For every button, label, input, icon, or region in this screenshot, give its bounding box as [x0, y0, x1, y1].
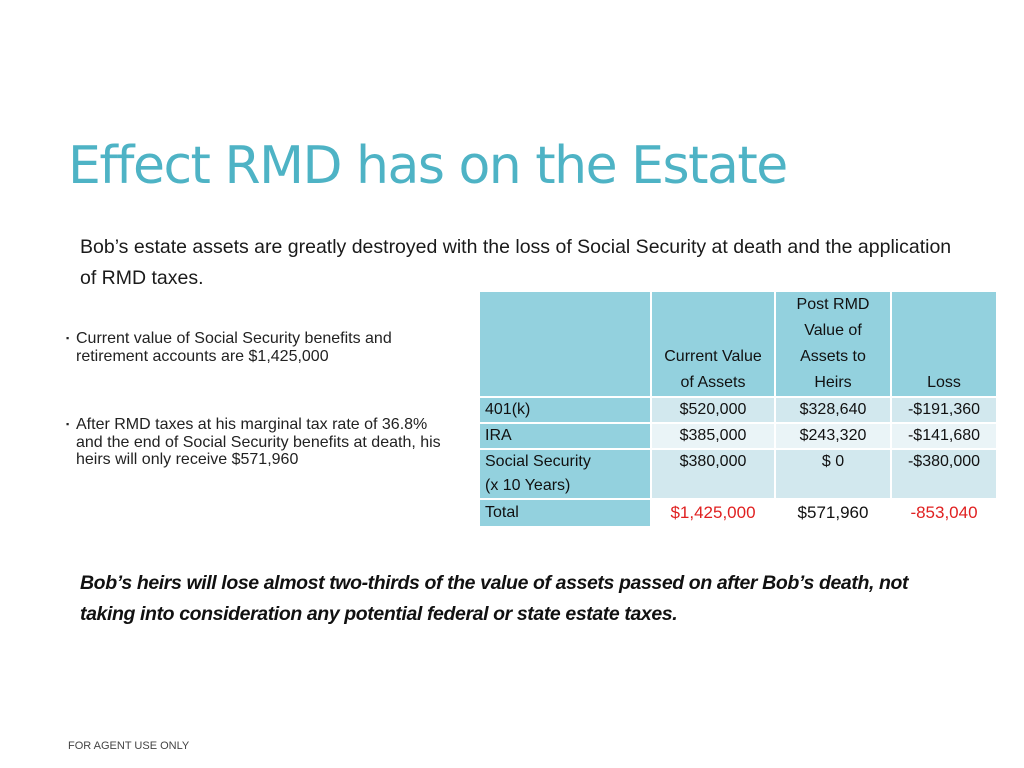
table-header-row: Current Value of Assets Post RMD Value o… — [478, 290, 998, 398]
cell-current-value: $385,000 — [650, 422, 776, 450]
cell-current-value-total: $1,425,000 — [650, 498, 776, 528]
cell-post-rmd-value: $243,320 — [774, 422, 892, 450]
table-row: IRA $385,000 $243,320 -$141,680 — [478, 422, 998, 450]
estate-table: Current Value of Assets Post RMD Value o… — [478, 290, 998, 528]
bullet-item: ▪ After RMD taxes at his marginal tax ra… — [66, 416, 446, 469]
header-post-rmd-value: Post RMD Value of Assets to Heirs — [774, 290, 892, 398]
cell-current-value: $520,000 — [650, 396, 776, 424]
slide-title: Effect RMD has on the Estate — [68, 136, 788, 196]
cell-loss: -$380,000 — [890, 448, 998, 500]
row-label: IRA — [478, 422, 652, 450]
intro-text: Bob’s estate assets are greatly destroye… — [80, 236, 952, 289]
bullet-text: Current value of Social Security benefit… — [76, 330, 392, 365]
bullet-item: ▪ Current value of Social Security benef… — [66, 330, 446, 365]
cell-loss-total: -853,040 — [890, 498, 998, 528]
conclusion-text: Bob’s heirs will lose almost two-thirds … — [80, 572, 909, 625]
row-label: Total — [478, 498, 652, 528]
cell-post-rmd-value: $ 0 — [774, 448, 892, 500]
row-label: Social Security (x 10 Years) — [478, 448, 652, 500]
footer-disclaimer: FOR AGENT USE ONLY — [68, 740, 190, 752]
row-label-line2: (x 10 Years) — [485, 477, 571, 494]
bullet-list: ▪ Current value of Social Security benef… — [66, 330, 446, 469]
table-row: 401(k) $520,000 $328,640 -$191,360 — [478, 396, 998, 424]
header-loss: Loss — [890, 290, 998, 398]
table-row-total: Total $1,425,000 $571,960 -853,040 — [478, 498, 998, 528]
header-blank — [478, 290, 652, 398]
bullet-text: After RMD taxes at his marginal tax rate… — [76, 416, 441, 468]
row-label-line1: Social Security — [485, 453, 591, 470]
cell-post-rmd-value: $328,640 — [774, 396, 892, 424]
cell-current-value: $380,000 — [650, 448, 776, 500]
header-current-value: Current Value of Assets — [650, 290, 776, 398]
row-label: 401(k) — [478, 396, 652, 424]
cell-loss: -$191,360 — [890, 396, 998, 424]
square-bullet-icon: ▪ — [66, 333, 70, 343]
table-row: Social Security (x 10 Years) $380,000 $ … — [478, 448, 998, 500]
cell-post-rmd-value-total: $571,960 — [774, 498, 892, 528]
cell-loss: -$141,680 — [890, 422, 998, 450]
square-bullet-icon: ▪ — [66, 419, 70, 429]
